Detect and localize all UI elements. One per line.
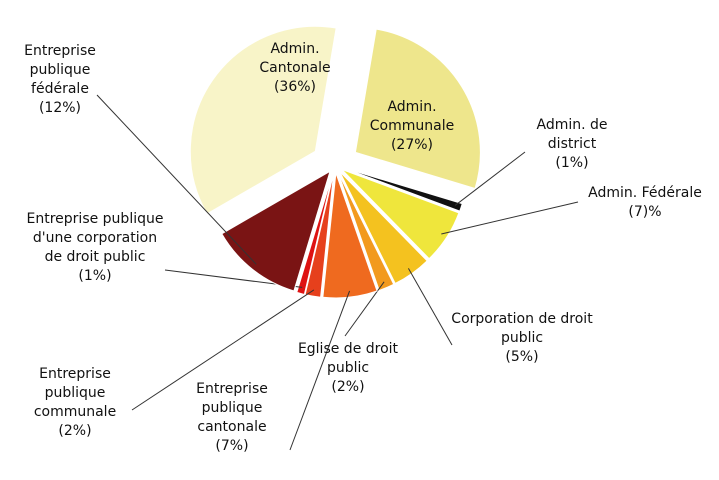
slice-value: (27%): [390, 137, 434, 153]
slice-value: (1%): [555, 155, 589, 171]
pie-slice: [221, 170, 331, 292]
leader-line: [454, 151, 526, 206]
pie-slice: [337, 172, 395, 292]
pie-slice: [342, 167, 463, 212]
pie-slice: [322, 172, 378, 299]
slice-name: Entreprise publique fédérale: [24, 43, 96, 97]
slice-value: (12%): [38, 100, 82, 116]
leader-line: [407, 268, 453, 346]
slice-value: (36%): [273, 79, 317, 95]
slice-value: (2%): [331, 379, 365, 395]
slice-label: Admin. Communale (27%): [357, 98, 467, 155]
slice-value: (2%): [58, 423, 92, 439]
slice-name: Entreprise publique cantonale: [196, 381, 268, 435]
slice-name: Admin. de district: [536, 117, 608, 152]
leader-line: [441, 201, 579, 235]
slice-value: (7%): [215, 438, 249, 454]
slice-name: Eglise de droit public: [297, 341, 399, 376]
slice-name: Entreprise publique communale: [33, 366, 117, 420]
slice-label: Entreprise publique communale (2%): [20, 365, 130, 441]
slice-name: Admin. Cantonale: [259, 41, 331, 76]
slice-name: Corporation de droit public: [451, 311, 593, 346]
leader-line: [96, 94, 257, 265]
leader-line: [344, 281, 385, 337]
pie-slice: [339, 171, 428, 285]
leader-line: [289, 290, 351, 451]
pie-slice: [354, 28, 481, 190]
pie-slice: [341, 168, 460, 260]
slice-value: (1%): [78, 268, 112, 284]
slice-name: Entreprise publique d'une corporation de…: [26, 211, 164, 265]
leader-line: [131, 289, 315, 411]
slice-label: Eglise de droit public (2%): [293, 340, 403, 397]
pie-slice: [304, 172, 335, 298]
slice-label: Entreprise publique fédérale (12%): [10, 42, 110, 118]
pie-slice: [296, 172, 334, 296]
slice-value: (7)%: [628, 204, 662, 220]
pie-slice: [189, 25, 337, 215]
slice-label: Corporation de droit public (5%): [447, 310, 597, 367]
slice-name: Admin. Communale: [369, 99, 455, 134]
slice-value: (5%): [505, 349, 539, 365]
slice-label: Entreprise publique cantonale (7%): [177, 380, 287, 456]
slice-name: Admin. Fédérale: [588, 185, 702, 201]
slice-label: Entreprise publique d'une corporation de…: [25, 210, 165, 286]
slice-label: Admin. Fédérale (7)%: [570, 184, 719, 222]
slice-label: Admin. Cantonale (36%): [240, 40, 350, 97]
slice-label: Admin. de district (1%): [517, 116, 627, 173]
